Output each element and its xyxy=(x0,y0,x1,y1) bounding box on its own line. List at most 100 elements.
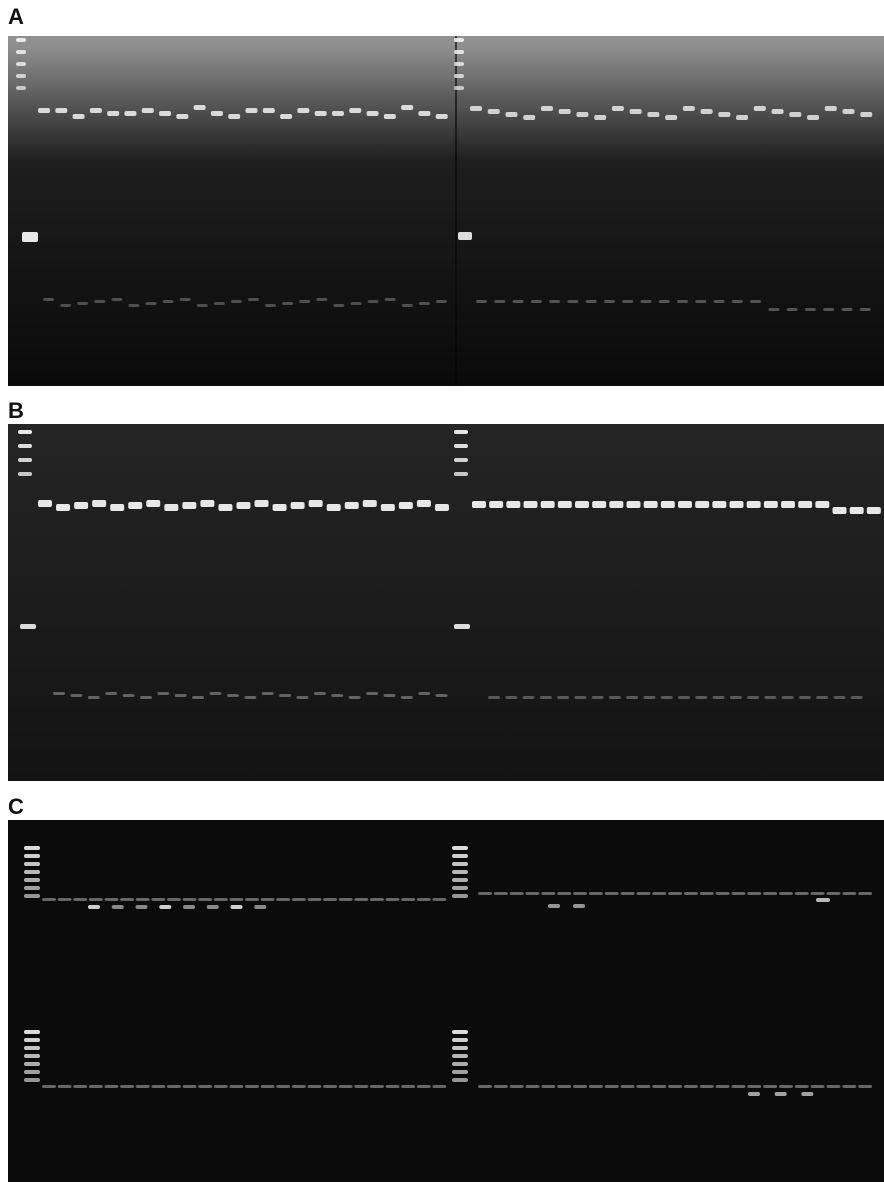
sample-band xyxy=(60,304,72,307)
sample-band xyxy=(401,304,413,307)
sample-band xyxy=(682,106,695,111)
sample-band xyxy=(193,105,206,110)
sample-band xyxy=(307,1085,322,1088)
ladder-band xyxy=(454,50,464,54)
sample-band xyxy=(489,501,504,508)
sample-band xyxy=(369,1085,384,1088)
sample-band xyxy=(636,1085,651,1088)
sample-band xyxy=(643,696,656,699)
sample-band xyxy=(530,300,542,303)
sample-band xyxy=(712,696,725,699)
sample-band xyxy=(110,504,125,511)
sample-band xyxy=(505,696,518,699)
sample-band xyxy=(88,1085,103,1088)
sample-band xyxy=(522,696,535,699)
sample-band xyxy=(226,694,239,697)
sample-band xyxy=(506,501,521,508)
sample-band xyxy=(88,898,103,901)
sample-band xyxy=(276,898,291,901)
ladder-band xyxy=(24,862,40,866)
sample-band xyxy=(369,898,384,901)
sample-band xyxy=(434,504,449,511)
ladder-band xyxy=(454,624,470,629)
sample-band xyxy=(810,892,825,895)
sample-band xyxy=(418,111,431,116)
sample-band xyxy=(349,108,362,113)
sample-band xyxy=(401,898,416,901)
sample-band xyxy=(192,696,205,699)
bands-c xyxy=(24,846,873,1096)
sample-band xyxy=(354,898,369,901)
sample-band xyxy=(245,1085,259,1088)
sample-band xyxy=(794,892,809,895)
sample-band xyxy=(620,1085,635,1088)
sample-band xyxy=(801,1092,814,1096)
sample-band xyxy=(678,696,690,699)
sample-band xyxy=(731,892,746,895)
gel-image-b xyxy=(8,424,884,781)
panel-label-b: B xyxy=(8,398,24,423)
sample-band xyxy=(157,692,170,695)
ladder-band xyxy=(454,458,468,462)
sample-band xyxy=(478,1085,492,1088)
sample-band xyxy=(248,298,259,301)
sample-band xyxy=(348,696,361,699)
sample-band xyxy=(573,892,588,895)
sample-band xyxy=(218,504,233,511)
sample-band xyxy=(245,108,258,113)
sample-band xyxy=(575,501,589,508)
sample-band xyxy=(401,105,414,110)
sample-band xyxy=(794,1085,809,1088)
sample-band xyxy=(432,1085,447,1088)
ladder-band xyxy=(452,1038,468,1042)
sample-band xyxy=(658,300,670,303)
sample-band xyxy=(260,898,275,901)
sample-band xyxy=(72,114,85,119)
sample-band xyxy=(254,905,267,909)
sample-band xyxy=(182,1085,197,1088)
sample-band xyxy=(493,892,508,895)
ladder-band xyxy=(16,86,26,90)
sample-band xyxy=(244,696,257,699)
sample-band xyxy=(620,892,635,895)
ladder-band xyxy=(18,444,32,448)
sample-band xyxy=(548,904,560,908)
ladder-band xyxy=(454,38,464,42)
ladder-band xyxy=(452,1030,468,1034)
sample-band xyxy=(750,300,762,303)
sample-band xyxy=(73,1085,88,1088)
sample-band xyxy=(380,504,395,511)
sample-band xyxy=(159,905,172,909)
sample-band xyxy=(198,1085,213,1088)
gel-image-c xyxy=(8,820,884,1182)
sample-band xyxy=(230,905,243,909)
ladder-band xyxy=(452,854,468,858)
sample-band xyxy=(731,300,743,303)
sample-band xyxy=(124,111,137,116)
sample-band xyxy=(541,1085,556,1088)
sample-band xyxy=(350,302,362,305)
ladder-band xyxy=(24,1038,40,1042)
ladder-band xyxy=(16,50,26,54)
sample-band xyxy=(280,114,293,119)
sample-band xyxy=(74,502,89,509)
sample-band xyxy=(279,694,292,697)
sample-band xyxy=(276,1085,291,1088)
sample-band xyxy=(629,109,642,114)
sample-band xyxy=(385,1085,400,1088)
sample-band xyxy=(333,304,345,307)
sample-band xyxy=(383,694,396,697)
sample-band xyxy=(104,898,119,901)
sample-band xyxy=(476,300,487,303)
sample-band xyxy=(432,898,447,901)
sample-band xyxy=(746,501,761,508)
sample-band xyxy=(92,500,107,507)
sample-band xyxy=(478,892,492,895)
sample-band xyxy=(525,1085,540,1088)
sample-band xyxy=(557,501,572,508)
sample-band xyxy=(842,109,855,114)
sample-band xyxy=(660,501,675,508)
ladder-band xyxy=(452,862,468,866)
sample-band xyxy=(354,1085,369,1088)
sample-band xyxy=(592,501,607,508)
